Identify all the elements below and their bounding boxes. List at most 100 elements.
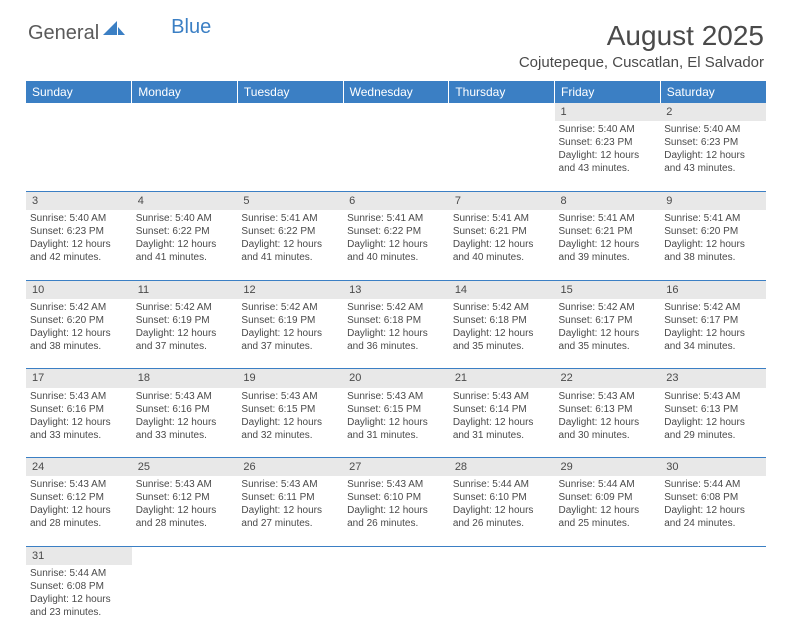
day-info-cell: Sunrise: 5:44 AMSunset: 6:08 PMDaylight:… [26, 565, 132, 635]
sunset-line: Sunset: 6:13 PM [559, 403, 657, 416]
sunrise-line: Sunrise: 5:43 AM [347, 390, 445, 403]
weekday-header-row: SundayMondayTuesdayWednesdayThursdayFrid… [26, 81, 766, 103]
day-number-row: 10111213141516 [26, 280, 766, 299]
daylight-line: Daylight: 12 hours and 38 minutes. [30, 327, 128, 353]
day-number-cell: 11 [132, 280, 238, 299]
daylight-line: Daylight: 12 hours and 37 minutes. [136, 327, 234, 353]
empty-cell [26, 121, 132, 191]
day-info-cell: Sunrise: 5:43 AMSunset: 6:13 PMDaylight:… [555, 388, 661, 458]
sunrise-line: Sunrise: 5:41 AM [241, 212, 339, 225]
sunrise-line: Sunrise: 5:43 AM [30, 478, 128, 491]
daylight-line: Daylight: 12 hours and 34 minutes. [664, 327, 762, 353]
daylight-line: Daylight: 12 hours and 35 minutes. [559, 327, 657, 353]
day-info-cell: Sunrise: 5:41 AMSunset: 6:21 PMDaylight:… [449, 210, 555, 280]
weekday-header: Tuesday [237, 81, 343, 103]
weekday-header: Sunday [26, 81, 132, 103]
logo-text-general: General [28, 22, 99, 45]
daylight-line: Daylight: 12 hours and 31 minutes. [347, 416, 445, 442]
day-number-cell: 10 [26, 280, 132, 299]
day-number-cell: 1 [555, 103, 661, 121]
empty-cell [132, 121, 238, 191]
title-block: August 2025 Cojutepeque, Cuscatlan, El S… [519, 20, 764, 71]
day-number-cell [237, 103, 343, 121]
day-info-cell: Sunrise: 5:43 AMSunset: 6:11 PMDaylight:… [237, 476, 343, 546]
sunset-line: Sunset: 6:08 PM [664, 491, 762, 504]
day-number-cell [660, 546, 766, 565]
day-info-cell: Sunrise: 5:43 AMSunset: 6:15 PMDaylight:… [343, 388, 449, 458]
sunset-line: Sunset: 6:22 PM [136, 225, 234, 238]
day-number-row: 31 [26, 546, 766, 565]
day-number-cell [132, 546, 238, 565]
daylight-line: Daylight: 12 hours and 41 minutes. [136, 238, 234, 264]
daylight-line: Daylight: 12 hours and 43 minutes. [559, 149, 657, 175]
sunrise-line: Sunrise: 5:43 AM [136, 390, 234, 403]
sunrise-line: Sunrise: 5:42 AM [559, 301, 657, 314]
sunset-line: Sunset: 6:12 PM [30, 491, 128, 504]
sunrise-line: Sunrise: 5:40 AM [136, 212, 234, 225]
weekday-header: Thursday [449, 81, 555, 103]
day-info-cell: Sunrise: 5:40 AMSunset: 6:23 PMDaylight:… [660, 121, 766, 191]
day-number-cell: 16 [660, 280, 766, 299]
daylight-line: Daylight: 12 hours and 23 minutes. [30, 593, 128, 619]
day-number-cell: 15 [555, 280, 661, 299]
sunrise-line: Sunrise: 5:41 AM [559, 212, 657, 225]
daylight-line: Daylight: 12 hours and 25 minutes. [559, 504, 657, 530]
daylight-line: Daylight: 12 hours and 39 minutes. [559, 238, 657, 264]
sunset-line: Sunset: 6:08 PM [30, 580, 128, 593]
day-number-cell [555, 546, 661, 565]
day-info-cell: Sunrise: 5:43 AMSunset: 6:10 PMDaylight:… [343, 476, 449, 546]
sunrise-line: Sunrise: 5:43 AM [30, 390, 128, 403]
sunrise-line: Sunrise: 5:43 AM [664, 390, 762, 403]
day-number-cell: 20 [343, 369, 449, 388]
sunrise-line: Sunrise: 5:43 AM [136, 478, 234, 491]
day-info-cell: Sunrise: 5:44 AMSunset: 6:09 PMDaylight:… [555, 476, 661, 546]
day-info-cell: Sunrise: 5:42 AMSunset: 6:18 PMDaylight:… [449, 299, 555, 369]
day-number-cell: 22 [555, 369, 661, 388]
day-number-cell: 19 [237, 369, 343, 388]
day-number-cell [343, 546, 449, 565]
sunset-line: Sunset: 6:11 PM [241, 491, 339, 504]
empty-cell [343, 565, 449, 635]
day-number-row: 17181920212223 [26, 369, 766, 388]
sunset-line: Sunset: 6:14 PM [453, 403, 551, 416]
daylight-line: Daylight: 12 hours and 41 minutes. [241, 238, 339, 264]
sunrise-line: Sunrise: 5:40 AM [559, 123, 657, 136]
sunset-line: Sunset: 6:20 PM [664, 225, 762, 238]
sunrise-line: Sunrise: 5:41 AM [453, 212, 551, 225]
day-info-row: Sunrise: 5:43 AMSunset: 6:12 PMDaylight:… [26, 476, 766, 546]
sunrise-line: Sunrise: 5:42 AM [453, 301, 551, 314]
day-info-cell: Sunrise: 5:42 AMSunset: 6:17 PMDaylight:… [660, 299, 766, 369]
day-info-cell: Sunrise: 5:42 AMSunset: 6:20 PMDaylight:… [26, 299, 132, 369]
daylight-line: Daylight: 12 hours and 38 minutes. [664, 238, 762, 264]
day-number-cell: 21 [449, 369, 555, 388]
day-info-cell: Sunrise: 5:42 AMSunset: 6:19 PMDaylight:… [237, 299, 343, 369]
weekday-header: Saturday [660, 81, 766, 103]
day-info-row: Sunrise: 5:44 AMSunset: 6:08 PMDaylight:… [26, 565, 766, 635]
empty-cell [132, 565, 238, 635]
empty-cell [660, 565, 766, 635]
sunrise-line: Sunrise: 5:43 AM [241, 390, 339, 403]
daylight-line: Daylight: 12 hours and 27 minutes. [241, 504, 339, 530]
day-number-row: 12 [26, 103, 766, 121]
sunset-line: Sunset: 6:18 PM [453, 314, 551, 327]
day-info-cell: Sunrise: 5:41 AMSunset: 6:22 PMDaylight:… [237, 210, 343, 280]
daylight-line: Daylight: 12 hours and 37 minutes. [241, 327, 339, 353]
day-number-cell: 8 [555, 191, 661, 210]
empty-cell [237, 565, 343, 635]
daylight-line: Daylight: 12 hours and 35 minutes. [453, 327, 551, 353]
sunrise-line: Sunrise: 5:41 AM [664, 212, 762, 225]
weekday-header: Wednesday [343, 81, 449, 103]
logo-sail-icon [103, 20, 125, 43]
daylight-line: Daylight: 12 hours and 33 minutes. [136, 416, 234, 442]
daylight-line: Daylight: 12 hours and 30 minutes. [559, 416, 657, 442]
sunrise-line: Sunrise: 5:43 AM [241, 478, 339, 491]
sunset-line: Sunset: 6:22 PM [347, 225, 445, 238]
day-info-cell: Sunrise: 5:44 AMSunset: 6:08 PMDaylight:… [660, 476, 766, 546]
daylight-line: Daylight: 12 hours and 43 minutes. [664, 149, 762, 175]
daylight-line: Daylight: 12 hours and 28 minutes. [136, 504, 234, 530]
sunrise-line: Sunrise: 5:44 AM [559, 478, 657, 491]
daylight-line: Daylight: 12 hours and 24 minutes. [664, 504, 762, 530]
sunset-line: Sunset: 6:17 PM [664, 314, 762, 327]
daylight-line: Daylight: 12 hours and 31 minutes. [453, 416, 551, 442]
month-title: August 2025 [519, 20, 764, 52]
